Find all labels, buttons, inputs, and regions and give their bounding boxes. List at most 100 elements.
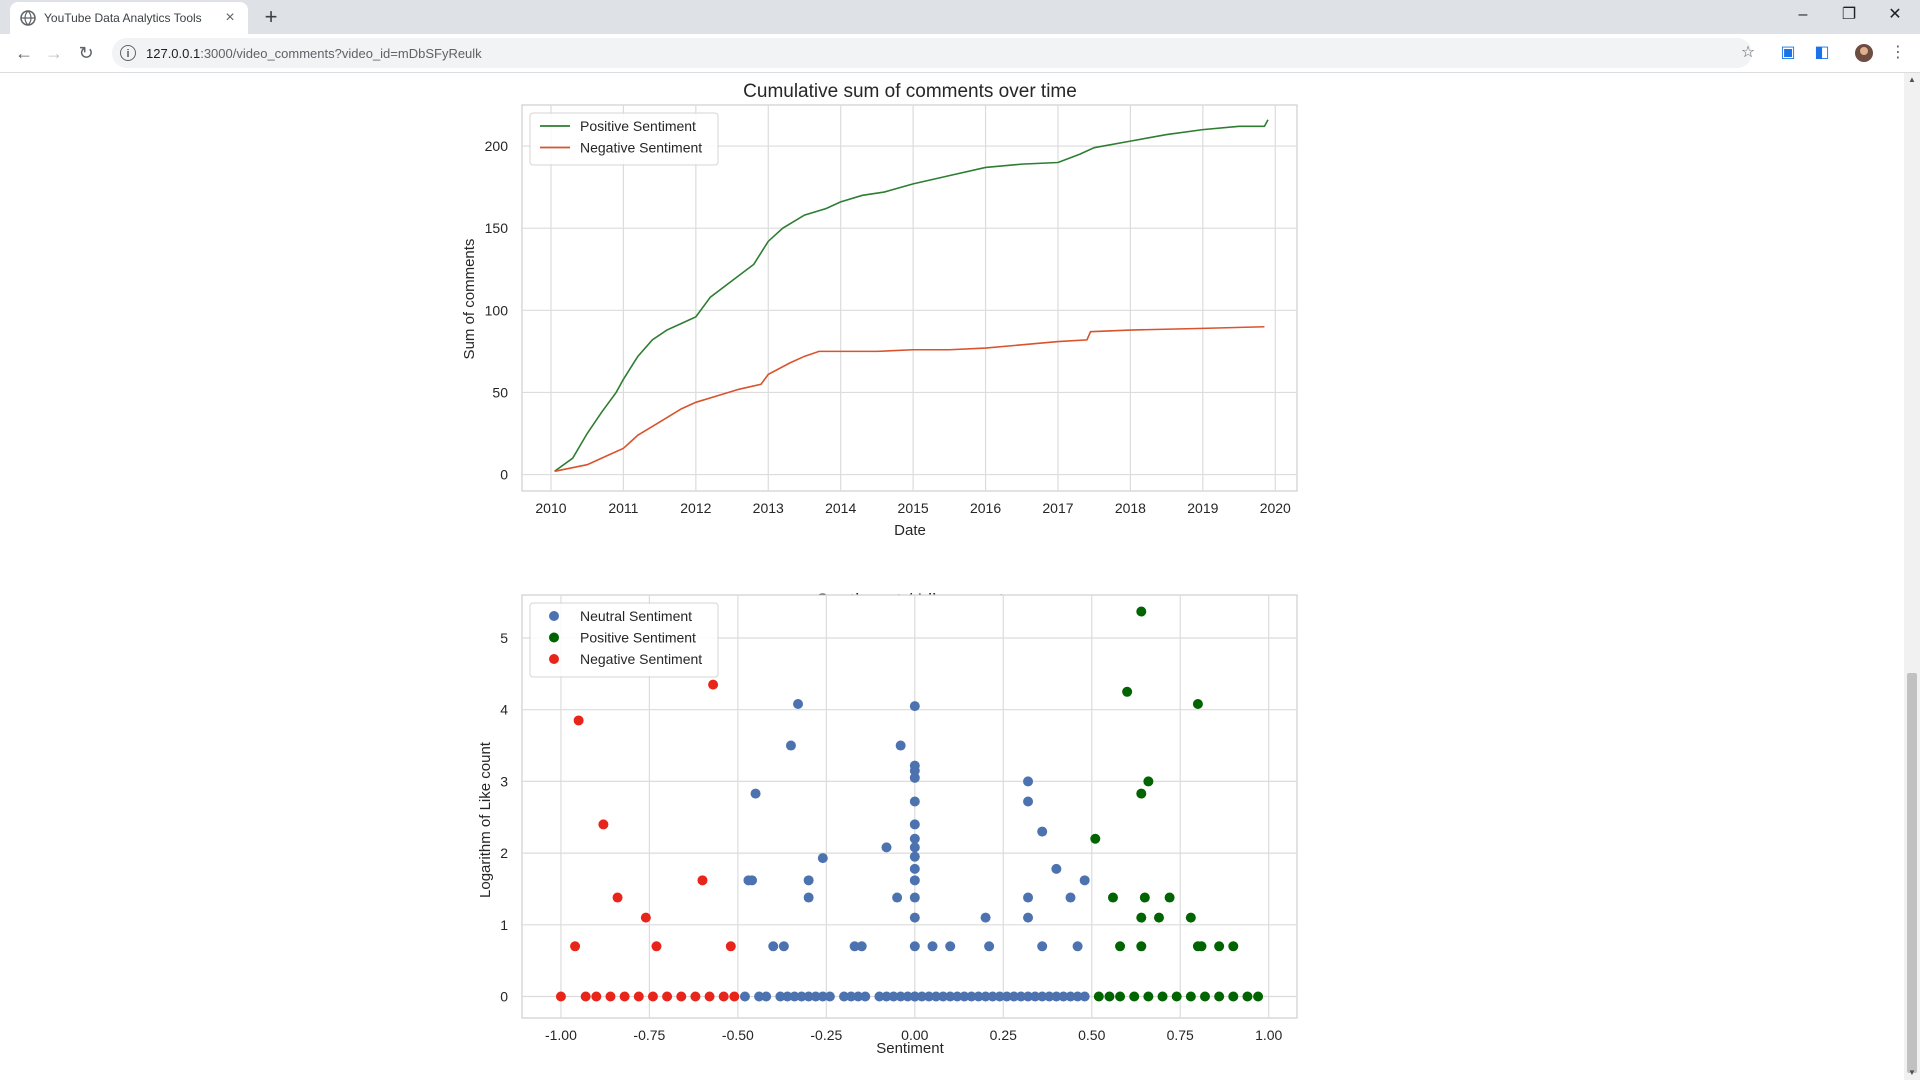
neutral-sentiment-point [1044,991,1055,1002]
positive-sentiment-point [1185,912,1196,923]
scroll-up-icon[interactable]: ▲ [1908,75,1916,84]
neutral-sentiment-point [1079,991,1090,1002]
neutral-sentiment-point [909,765,920,776]
positive-sentiment-point [1143,991,1154,1002]
neutral-sentiment-point [810,991,821,1002]
x-tick-label: -0.75 [633,1027,665,1043]
x-tick-label: 2010 [535,500,566,516]
neutral-sentiment-point [909,833,920,844]
negative-sentiment-line [554,325,1265,473]
positive-sentiment-point [1214,941,1225,952]
neutral-sentiment-point [856,941,867,952]
negative-sentiment-point [725,941,736,952]
x-tick-label: 2018 [1115,500,1146,516]
negative-sentiment-point [676,991,687,1002]
close-tab-icon[interactable]: × [225,9,235,26]
negative-sentiment-point [690,991,701,1002]
restore-button[interactable]: ❐ [1841,6,1857,23]
neutral-sentiment-point [1072,991,1083,1002]
forward-button[interactable]: → [45,43,63,63]
x-tick-label: 0.25 [990,1027,1017,1043]
neutral-sentiment-point [1037,826,1048,837]
neutral-sentiment-point [881,991,892,1002]
extension-icon[interactable]: ◧ [1814,44,1830,61]
neutral-sentiment-point [927,941,938,952]
neutral-sentiment-point [895,991,906,1002]
neutral-sentiment-point [909,796,920,807]
neutral-sentiment-point [1079,875,1090,886]
scrollbar-thumb[interactable] [1907,673,1917,1073]
neutral-sentiment-point [952,991,963,1002]
neutral-sentiment-point [739,991,750,1002]
neutral-sentiment-point [945,991,956,1002]
positive-sentiment-point [1196,941,1207,952]
positive-sentiment-point [1171,991,1182,1002]
neutral-sentiment-point [892,892,903,903]
neutral-sentiment-point [909,863,920,874]
neutral-sentiment-point [803,892,814,903]
positive-sentiment-point [1157,991,1168,1002]
positive-sentiment-point [1228,991,1239,1002]
neutral-sentiment-point [987,991,998,1002]
neutral-sentiment-point [817,853,828,864]
browser-tab[interactable]: YouTube Data Analytics Tools × [10,2,248,34]
neutral-sentiment-point [909,701,920,712]
tab-title: YouTube Data Analytics Tools [44,11,202,25]
negative-sentiment-point [570,941,581,952]
y-tick-label: 50 [492,384,508,400]
x-tick-label: 0.00 [901,1027,928,1043]
neutral-sentiment-point [959,991,970,1002]
negative-sentiment-point [640,912,651,923]
neutral-sentiment-point [747,875,758,886]
y-axis-label: Logarithm of Like count [477,741,494,898]
y-tick-label: 0 [500,988,508,1004]
x-tick-label: 2011 [608,500,638,516]
neutral-sentiment-point [909,842,920,853]
y-tick-label: 1 [500,917,508,933]
negative-sentiment-point [729,991,740,1002]
minimize-button[interactable]: – [1798,6,1808,23]
reload-button[interactable]: ↻ [78,43,94,63]
legend: Neutral Sentiment Positive Sentiment Negat… [529,602,719,678]
neutral-sentiment-point [1065,892,1076,903]
profile-avatar[interactable] [1854,43,1874,63]
neutral-sentiment-point [860,991,871,1002]
positive-sentiment-point [1164,892,1175,903]
neutral-sentiment-point [1030,991,1041,1002]
negative-sentiment-point [591,991,602,1002]
new-tab-button[interactable]: + [264,4,278,29]
neutral-sentiment-point [909,912,920,923]
y-tick-label: 3 [500,773,508,789]
close-window-button[interactable]: ✕ [1888,6,1902,23]
site-info-icon[interactable]: i [120,45,136,61]
translate-icon[interactable]: ▣ [1780,44,1796,61]
neutral-sentiment-point [793,698,804,709]
bookmark-star-icon[interactable]: ☆ [1740,44,1756,61]
positive-sentiment-point [1129,991,1140,1002]
positive-sentiment-point [1242,991,1253,1002]
neutral-sentiment-point [881,842,892,853]
y-tick-label: 0 [500,467,508,483]
address-bar[interactable]: i 127.0.0.1:3000/video_comments?video_id… [112,38,1752,68]
negative-sentiment-point [718,991,729,1002]
neutral-sentiment-point [796,991,807,1002]
neutral-sentiment-point [909,851,920,862]
neutral-sentiment-point [1051,863,1062,874]
y-tick-label: 2 [500,845,508,861]
positive-sentiment-point [1090,833,1101,844]
x-tick-label: 2020 [1260,500,1291,516]
browser-menu-icon[interactable]: ⋮ [1890,44,1906,61]
back-button[interactable]: ← [15,43,33,63]
positive-sentiment-point [1093,991,1104,1002]
url-host: 127.0.0.1 [146,45,201,61]
scroll-down-icon[interactable]: ▼ [1908,1068,1916,1077]
negative-sentiment-point [573,715,584,726]
positive-sentiment-point [1143,776,1154,787]
vertical-scrollbar[interactable]: ▲ ▼ [1904,73,1920,1080]
globe-icon [20,10,36,26]
positive-sentiment-point [1104,991,1115,1002]
neutral-sentiment-point [789,991,800,1002]
positive-sentiment-point [1199,991,1210,1002]
neutral-sentiment-point [1023,796,1034,807]
positive-sentiment-legend-marker [549,632,559,643]
